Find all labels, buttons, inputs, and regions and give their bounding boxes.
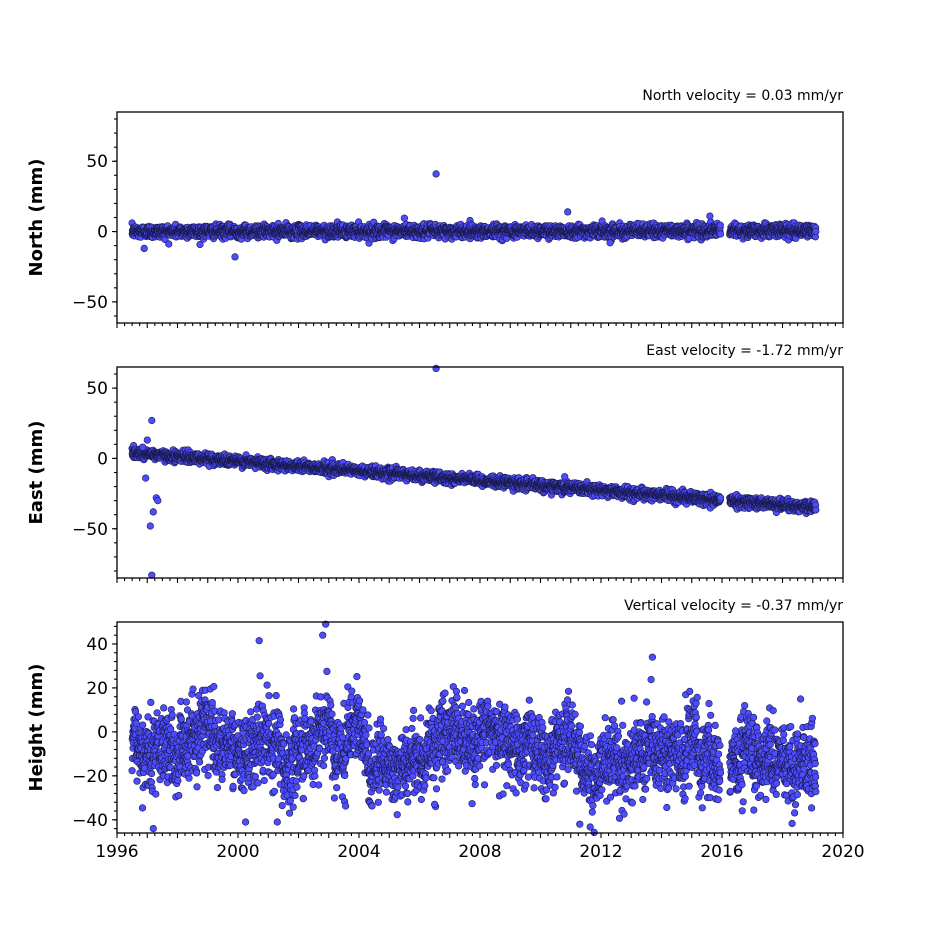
data-point [606, 239, 614, 247]
data-point [140, 244, 148, 252]
data-point [716, 230, 725, 238]
data-point [716, 221, 724, 229]
y-tick-label: 50 [86, 152, 108, 172]
data-point [564, 208, 572, 216]
east-points [128, 364, 820, 579]
north-panel: −50 0 50 North velocity = 0.03 mm/yr North (… [26, 88, 844, 328]
data-point [165, 240, 173, 248]
data-point [706, 212, 714, 220]
data-point [812, 227, 820, 235]
north-velocity-title: North velocity = 0.03 mm/yr [642, 88, 843, 104]
data-point [432, 170, 440, 178]
y-tick-label: 0 [97, 223, 108, 243]
data-point [196, 240, 204, 249]
data-point [231, 253, 239, 261]
north-points [128, 170, 820, 261]
north-y-axis-label: North (mm) [26, 159, 47, 277]
y-tick-label: −50 [72, 293, 108, 313]
data-point [400, 214, 409, 222]
north-axes-frame [116, 111, 844, 324]
